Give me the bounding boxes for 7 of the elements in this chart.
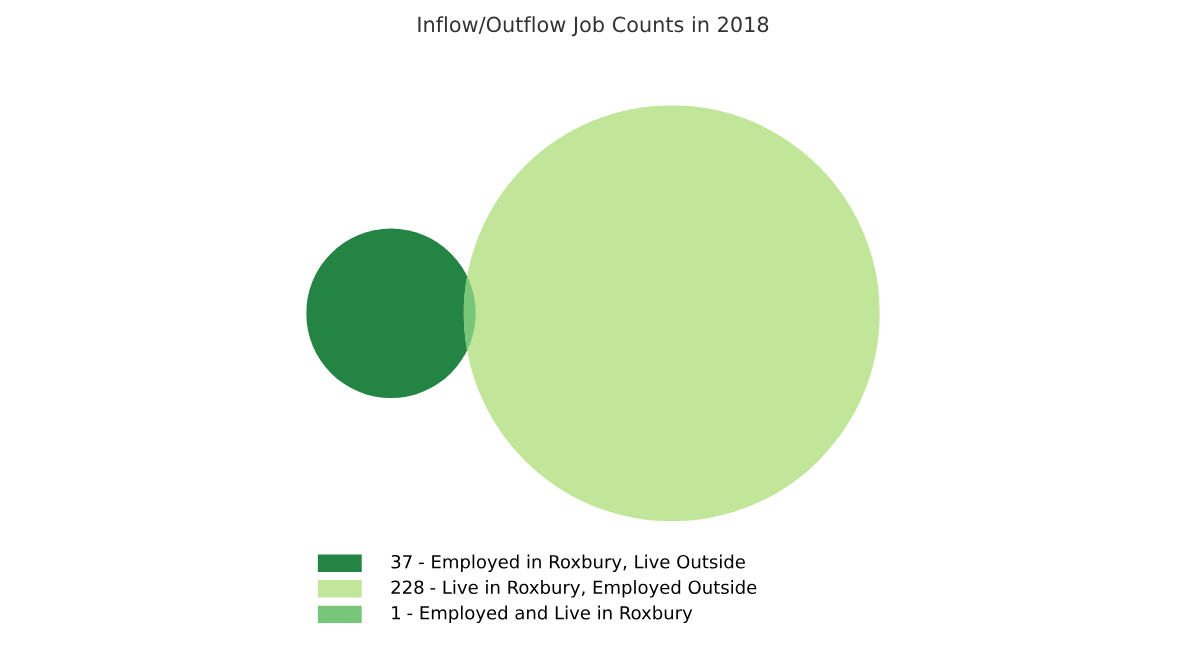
category-label: - Live in Roxbury, Employed Outside: [430, 580, 757, 598]
data-label: 37: [391, 554, 412, 569]
data-label: 228: [391, 580, 424, 595]
data-label: 1: [392, 606, 401, 620]
category-label: - Employed in Roxbury, Live Outside: [419, 554, 745, 573]
text: Inflow/Outflow Job Counts in 2018: [418, 16, 769, 37]
category-label: - Employed and Live in Roxbury: [407, 605, 693, 624]
